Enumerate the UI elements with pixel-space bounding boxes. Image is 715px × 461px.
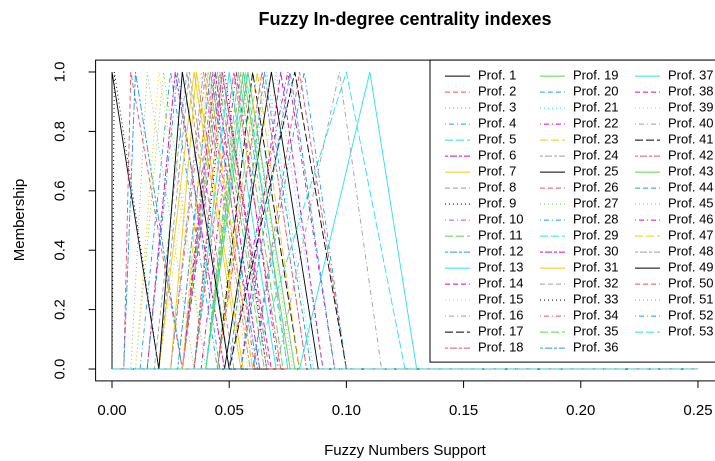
y-tick-label: 0.6: [52, 180, 69, 201]
x-axis-label: Fuzzy Numbers Support: [324, 442, 487, 459]
legend-label: Prof. 45: [668, 196, 714, 211]
legend-label: Prof. 31: [573, 260, 619, 275]
legend-label: Prof. 9: [478, 196, 516, 211]
series-line: [112, 71, 698, 370]
x-tick-label: 0.00: [97, 402, 126, 419]
legend-label: Prof. 1: [478, 68, 516, 83]
legend-label: Prof. 18: [478, 340, 524, 355]
series-line: [112, 71, 698, 370]
legend-label: Prof. 52: [668, 308, 714, 323]
chart-title: Fuzzy In-degree centrality indexes: [258, 9, 551, 29]
legend-label: Prof. 11: [478, 228, 523, 243]
legend-label: Prof. 48: [668, 244, 714, 259]
legend-label: Prof. 47: [668, 228, 714, 243]
legend-label: Prof. 40: [668, 116, 714, 131]
legend-label: Prof. 33: [573, 292, 619, 307]
legend-label: Prof. 46: [668, 212, 714, 227]
x-tick-label: 0.15: [449, 402, 478, 419]
legend-label: Prof. 50: [668, 276, 714, 291]
x-tick-label: 0.20: [566, 402, 595, 419]
legend-label: Prof. 25: [573, 164, 619, 179]
y-tick-label: 1.0: [52, 62, 69, 83]
legend-label: Prof. 28: [573, 212, 619, 227]
legend-label: Prof. 38: [668, 84, 714, 99]
legend-label: Prof. 24: [573, 148, 619, 163]
legend-label: Prof. 27: [573, 196, 619, 211]
legend-label: Prof. 16: [478, 308, 524, 323]
legend-label: Prof. 15: [478, 292, 524, 307]
legend-label: Prof. 10: [478, 212, 524, 227]
legend-box: [429, 59, 715, 363]
y-axis-label: Membership: [11, 179, 28, 262]
legend-label: Prof. 37: [668, 68, 714, 83]
series-line: [112, 71, 698, 370]
series-line: [112, 71, 698, 370]
legend-label: Prof. 17: [478, 324, 524, 339]
legend-label: Prof. 14: [478, 276, 524, 291]
y-tick-label: 0.8: [52, 121, 69, 142]
y-tick-label: 0.4: [52, 240, 69, 261]
legend-label: Prof. 29: [573, 228, 619, 243]
legend-label: Prof. 7: [478, 164, 516, 179]
legend-label: Prof. 32: [573, 276, 619, 291]
series-line: [112, 71, 698, 370]
series-line: [112, 71, 698, 370]
legend-label: Prof. 22: [573, 116, 619, 131]
legend-label: Prof. 20: [573, 84, 619, 99]
legend-label: Prof. 35: [573, 324, 619, 339]
legend-label: Prof. 13: [478, 260, 524, 275]
x-tick-label: 0.10: [332, 402, 361, 419]
legend-label: Prof. 2: [478, 84, 516, 99]
legend-label: Prof. 5: [478, 132, 516, 147]
legend-label: Prof. 23: [573, 132, 619, 147]
legend-label: Prof. 42: [668, 148, 714, 163]
legend-label: Prof. 12: [478, 244, 524, 259]
legend-label: Prof. 41: [668, 132, 714, 147]
legend-label: Prof. 8: [478, 180, 516, 195]
legend-label: Prof. 6: [478, 148, 516, 163]
x-tick-label: 0.25: [683, 402, 712, 419]
x-tick-label: 0.05: [215, 402, 244, 419]
plot-box: [95, 59, 715, 382]
series-line: [112, 71, 698, 370]
legend-label: Prof. 34: [573, 308, 619, 323]
legend-label: Prof. 49: [668, 260, 714, 275]
series-line: [111, 71, 698, 370]
y-tick-label: 0.0: [52, 359, 69, 380]
legend-label: Prof. 44: [668, 180, 714, 195]
y-tick-label: 0.2: [52, 299, 69, 320]
legend-label: Prof. 53: [668, 324, 714, 339]
legend-label: Prof. 39: [668, 100, 714, 115]
legend-label: Prof. 3: [478, 100, 516, 115]
legend-label: Prof. 21: [573, 100, 619, 115]
series-line: [112, 71, 698, 370]
legend-label: Prof. 36: [573, 340, 619, 355]
legend-label: Prof. 30: [573, 244, 619, 259]
legend-label: Prof. 26: [573, 180, 619, 195]
series-line: [112, 71, 698, 370]
legend-label: Prof. 51: [668, 292, 714, 307]
legend-label: Prof. 4: [478, 116, 516, 131]
legend-label: Prof. 43: [668, 164, 714, 179]
legend-label: Prof. 19: [573, 68, 619, 83]
